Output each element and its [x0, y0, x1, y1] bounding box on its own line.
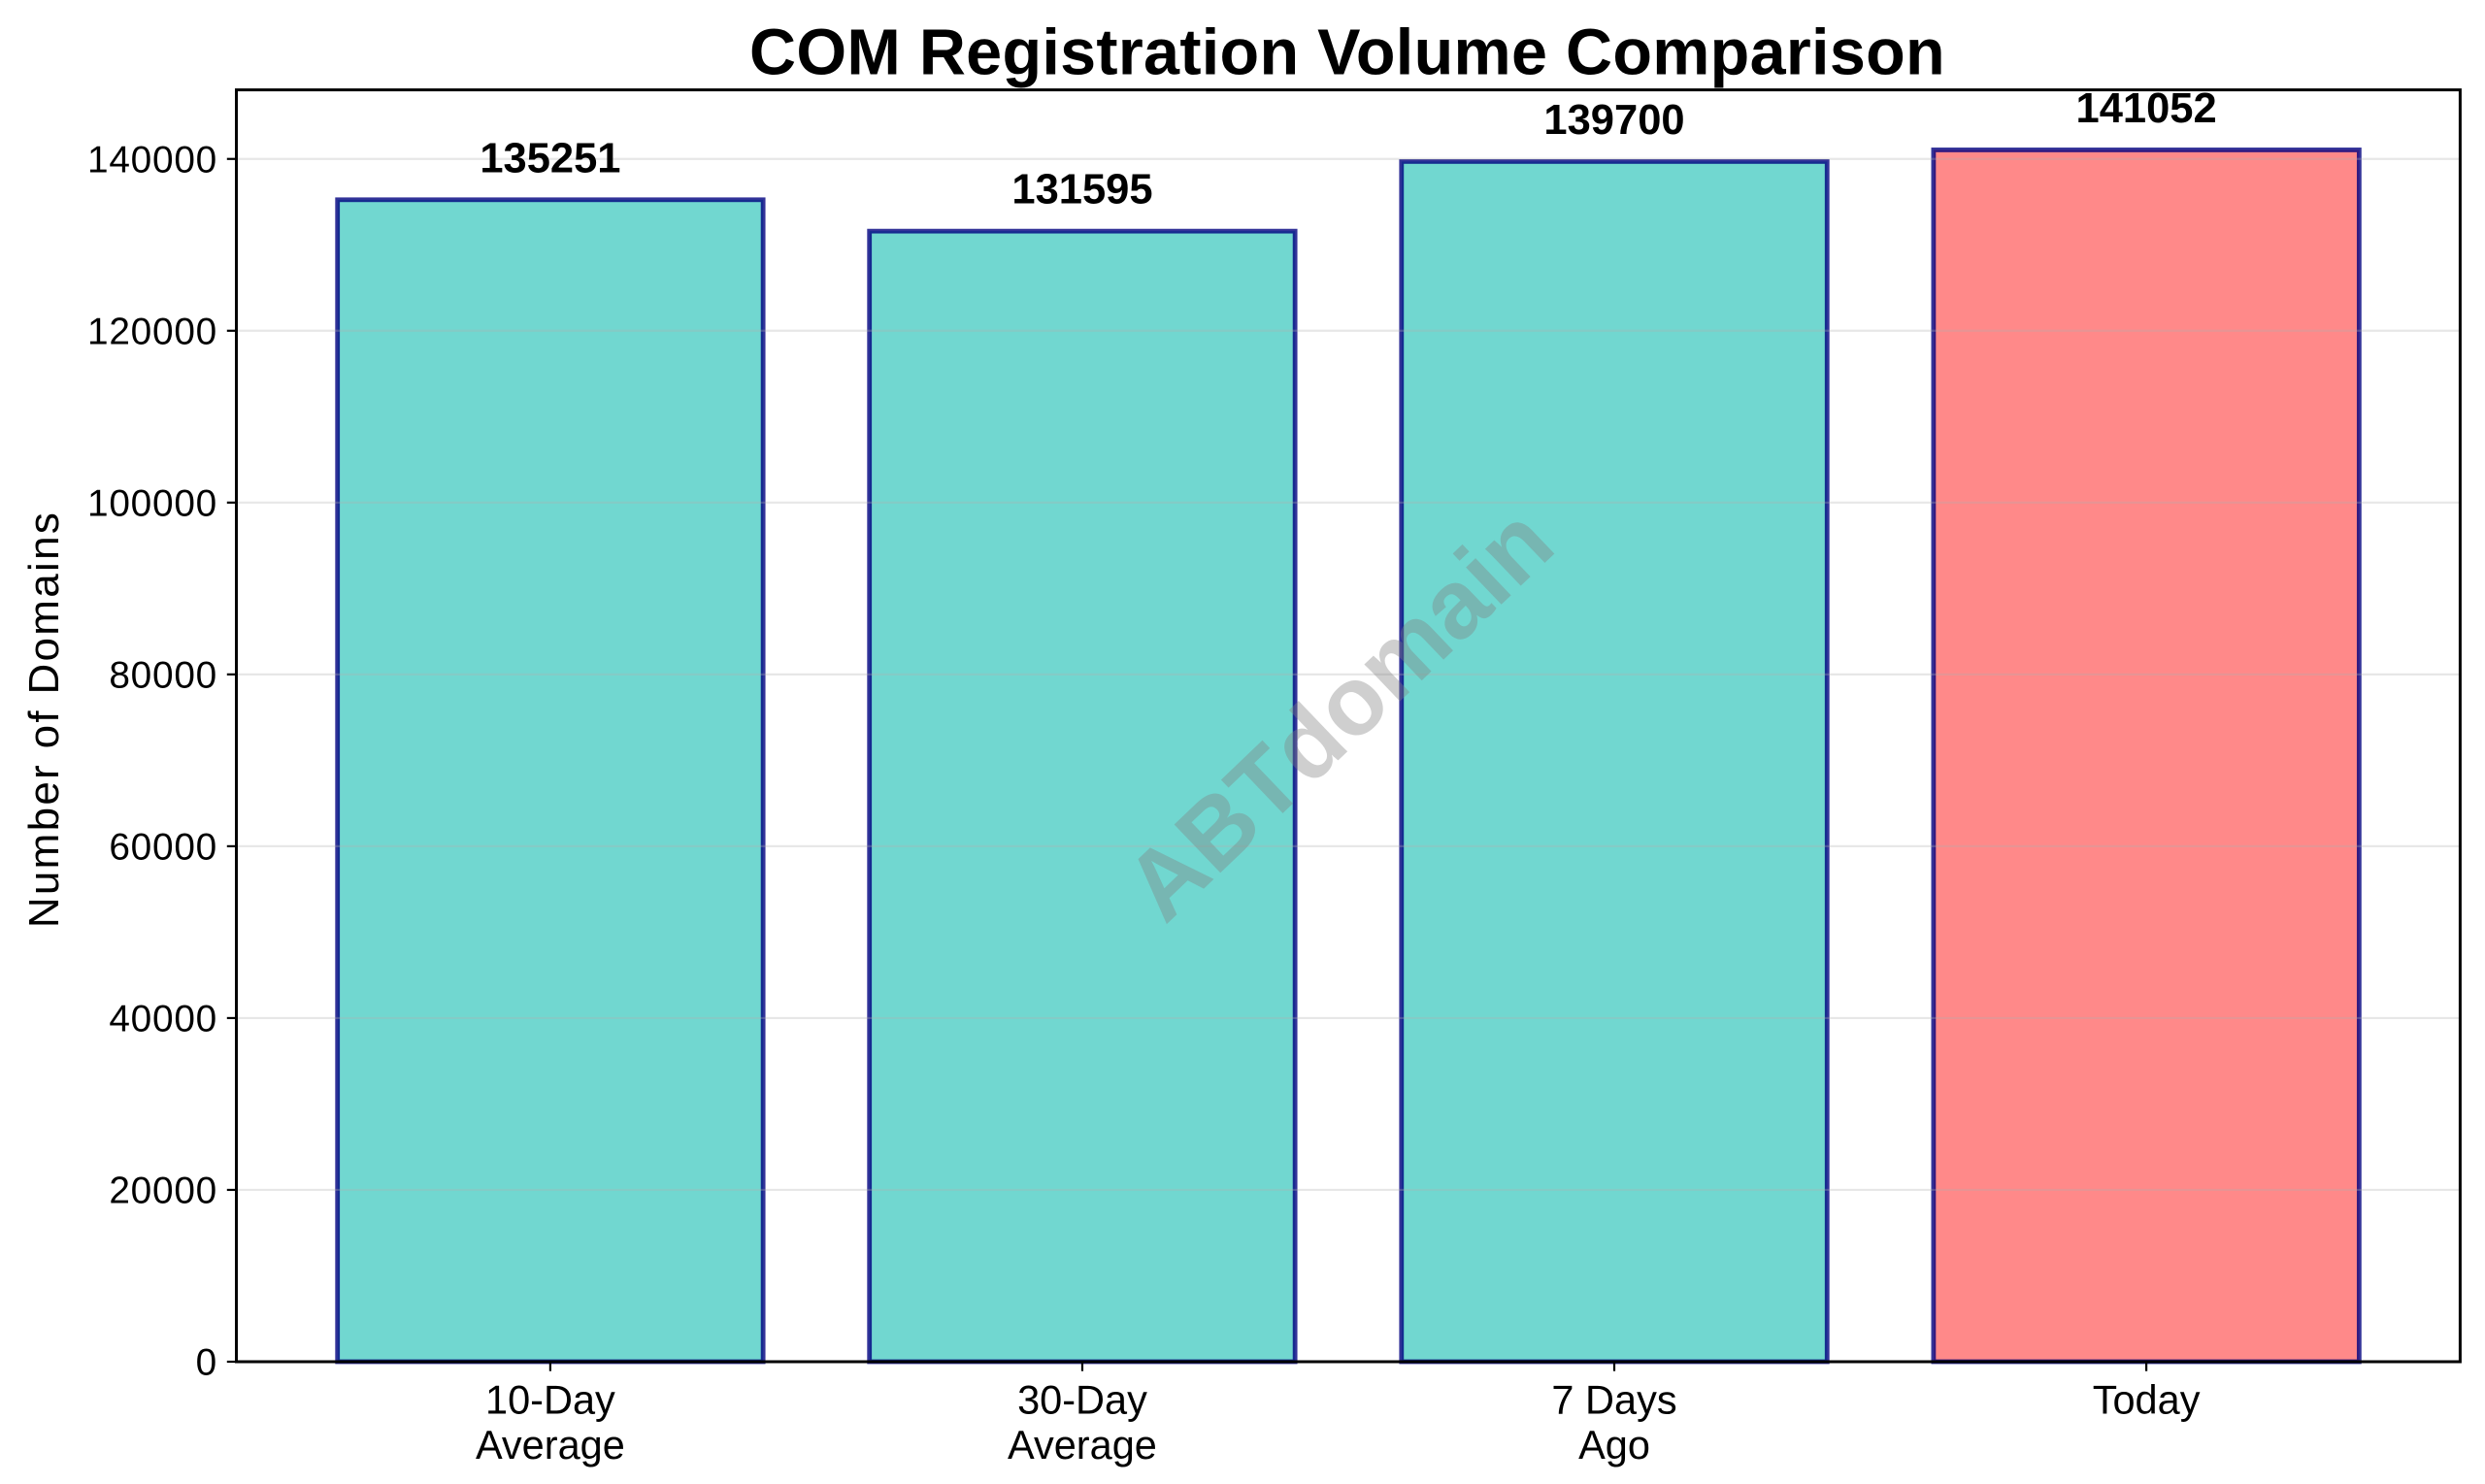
svg-text:60000: 60000 — [109, 826, 217, 868]
svg-text:135251: 135251 — [480, 135, 620, 181]
svg-text:7 Days: 7 Days — [1551, 1377, 1676, 1423]
svg-text:120000: 120000 — [87, 311, 217, 352]
svg-text:10-Day: 10-Day — [485, 1377, 615, 1423]
svg-text:141052: 141052 — [2076, 85, 2217, 132]
svg-text:100000: 100000 — [87, 482, 217, 524]
svg-text:30-Day: 30-Day — [1017, 1377, 1147, 1423]
svg-text:139700: 139700 — [1543, 97, 1684, 144]
svg-text:131595: 131595 — [1011, 167, 1152, 214]
svg-text:Today: Today — [2093, 1377, 2201, 1423]
svg-text:80000: 80000 — [109, 654, 217, 696]
svg-text:0: 0 — [196, 1342, 217, 1384]
svg-text:Ago: Ago — [1578, 1422, 1650, 1468]
svg-text:Number of Domains: Number of Domains — [20, 511, 68, 928]
svg-text:Average: Average — [476, 1422, 625, 1468]
svg-text:20000: 20000 — [109, 1170, 217, 1211]
svg-text:Average: Average — [1008, 1422, 1157, 1468]
svg-text:140000: 140000 — [87, 139, 217, 181]
svg-text:40000: 40000 — [109, 998, 217, 1039]
svg-text:COM Registration Volume Compar: COM Registration Volume Comparison — [749, 17, 1945, 89]
